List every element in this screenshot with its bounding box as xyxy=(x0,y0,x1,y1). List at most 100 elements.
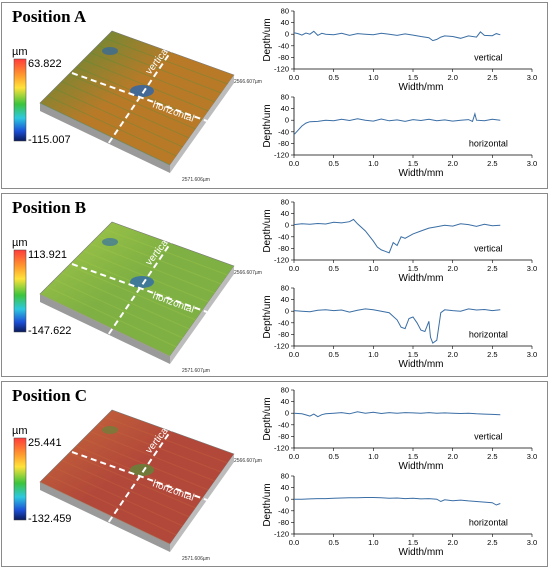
panel-position-b: vertical horizontal 2566.607µm 2571.607µm µm… xyxy=(1,193,548,377)
x-tick-label: 2.5 xyxy=(487,264,497,273)
y-axis-title: Depth/um xyxy=(262,397,273,440)
x-tick-label: 0.5 xyxy=(328,264,338,273)
x-tick-label: 2.5 xyxy=(487,350,497,359)
x-tick-label: 0.0 xyxy=(289,538,299,547)
surface-side xyxy=(40,482,170,552)
series-label: vertical xyxy=(474,431,503,441)
surface-side xyxy=(40,294,170,364)
y-tick-label: -120 xyxy=(274,256,289,265)
colorbar xyxy=(13,58,27,142)
horizontal-scan-line xyxy=(71,263,208,313)
surface-axis-label: 2566.607µm xyxy=(234,458,262,464)
x-axis-title: Width/mm xyxy=(399,273,444,284)
y-tick-label: -120 xyxy=(274,151,289,160)
x-tick-label: 1.5 xyxy=(408,538,418,547)
x-tick-label: 2.0 xyxy=(447,452,457,461)
y-tick-label: -80 xyxy=(278,53,289,62)
surface-axis-label: 2571.606µm xyxy=(182,177,210,183)
colorbar-unit: µm xyxy=(12,237,28,249)
y-tick-label: 40 xyxy=(281,18,289,27)
surface-pit xyxy=(102,238,118,246)
x-tick-label: 2.0 xyxy=(447,264,457,273)
surface-map: verticalhorizontal2566.607µm2571.607µmµm… xyxy=(12,221,262,374)
y-tick-label: -40 xyxy=(278,232,289,241)
x-tick-label: 2.0 xyxy=(447,73,457,82)
y-tick-label: 0 xyxy=(285,409,289,418)
surface-pit xyxy=(102,426,118,434)
y-tick-label: 40 xyxy=(281,104,289,113)
depth-series-line xyxy=(293,411,501,418)
y-tick-label: -120 xyxy=(274,444,289,453)
surface-side xyxy=(40,103,170,173)
x-tick-label: 2.5 xyxy=(487,538,497,547)
x-tick-label: 1.0 xyxy=(368,538,378,547)
y-tick-label: 0 xyxy=(285,307,289,316)
colorbar xyxy=(13,249,27,333)
colorbar xyxy=(13,437,27,521)
x-tick-label: 0.5 xyxy=(328,159,338,168)
panel-position-c: vertical horizontal 2566.607µm 2571.606µm µm… xyxy=(1,381,548,567)
surface-pit xyxy=(130,276,154,288)
y-tick-label: 40 xyxy=(281,209,289,218)
x-tick-label: 2.0 xyxy=(447,538,457,547)
panel-title: Position A xyxy=(12,7,87,26)
y-tick-label: -40 xyxy=(278,420,289,429)
y-tick-label: -40 xyxy=(278,41,289,50)
y-tick-label: -80 xyxy=(278,518,289,527)
y-tick-label: 0 xyxy=(285,221,289,230)
y-tick-label: -80 xyxy=(278,432,289,441)
depth-series-line xyxy=(293,30,501,42)
y-tick-label: -80 xyxy=(278,139,289,148)
x-tick-label: 3.0 xyxy=(527,159,537,168)
y-axis-title: Depth/um xyxy=(262,295,273,338)
surface-side xyxy=(170,454,234,552)
x-axis-title: Width/mm xyxy=(399,359,444,370)
x-tick-label: 0.0 xyxy=(289,452,299,461)
y-tick-label: 0 xyxy=(285,116,289,125)
y-axis-title: Depth/um xyxy=(262,483,273,526)
x-tick-label: 2.0 xyxy=(447,350,457,359)
surface-axis-label: 2566.607µm xyxy=(234,79,262,85)
colorbar-unit: µm xyxy=(12,425,28,437)
x-tick-label: 1.5 xyxy=(408,264,418,273)
x-tick-label: 0.5 xyxy=(328,452,338,461)
horizontal-scan-line xyxy=(71,451,208,501)
y-tick-label: 80 xyxy=(281,386,289,395)
x-tick-label: 0.5 xyxy=(328,350,338,359)
x-tick-label: 0.0 xyxy=(289,159,299,168)
depth-series-line xyxy=(293,111,501,136)
y-tick-label: -40 xyxy=(278,127,289,136)
y-tick-label: 80 xyxy=(281,93,289,102)
colorbar-max: 63.822 xyxy=(28,58,62,70)
x-tick-label: 1.0 xyxy=(368,264,378,273)
x-axis-title: Width/mm xyxy=(399,461,444,472)
x-tick-label: 0.5 xyxy=(328,73,338,82)
x-axis-title: Width/mm xyxy=(399,168,444,179)
series-label: vertical xyxy=(474,243,503,253)
x-tick-label: 3.0 xyxy=(527,350,537,359)
surface-pit xyxy=(102,47,118,55)
surface-axis-label: 2571.607µm xyxy=(182,368,210,374)
y-tick-label: -40 xyxy=(278,506,289,515)
x-tick-label: 1.5 xyxy=(408,73,418,82)
x-tick-label: 2.5 xyxy=(487,159,497,168)
y-tick-label: 80 xyxy=(281,472,289,481)
panel-title: Position C xyxy=(12,386,88,405)
y-tick-label: 40 xyxy=(281,483,289,492)
x-tick-label: 1.5 xyxy=(408,452,418,461)
x-tick-label: 1.0 xyxy=(368,159,378,168)
surface-axis-label: 2571.606µm xyxy=(182,556,210,562)
series-label: horizontal xyxy=(469,138,508,148)
surface-pit xyxy=(130,464,154,476)
y-tick-label: -40 xyxy=(278,318,289,327)
depth-series-line xyxy=(293,308,501,344)
y-axis-title: Depth/um xyxy=(262,209,273,252)
panel-title: Position B xyxy=(12,198,87,217)
